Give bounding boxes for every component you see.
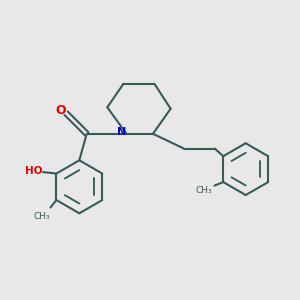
Text: O: O [56, 104, 66, 117]
Text: N: N [116, 127, 126, 137]
Text: CH₃: CH₃ [196, 186, 212, 195]
Text: HO: HO [25, 166, 43, 176]
Text: CH₃: CH₃ [33, 212, 50, 221]
